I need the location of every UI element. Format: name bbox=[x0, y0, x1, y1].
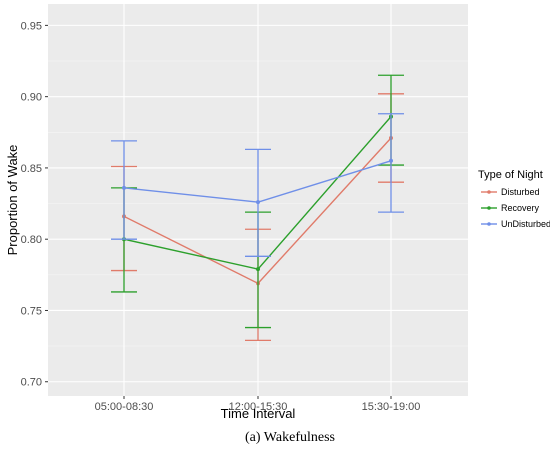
point-undisturbed bbox=[256, 200, 260, 205]
series-undisturbed bbox=[111, 113, 404, 257]
legend: Type of Night Disturbed Recovery UnDisturb… bbox=[478, 169, 550, 229]
legend-title: Type of Night bbox=[478, 169, 543, 181]
figure-caption: (a) Wakefulness bbox=[245, 430, 335, 445]
legend-label-undisturbed: UnDisturbed bbox=[501, 219, 550, 229]
x-axis-ticks: 05:00-08:30 12:00-15:30 15:30-19:00 bbox=[95, 396, 421, 413]
x-tick-label: 12:00-15:30 bbox=[229, 401, 288, 413]
x-axis-title: Time Interval bbox=[221, 406, 296, 421]
point-recovery bbox=[256, 267, 260, 272]
y-tick-label: 0.85 bbox=[21, 163, 42, 175]
x-tick-label: 05:00-08:30 bbox=[95, 401, 154, 413]
legend-key-point-undisturbed bbox=[487, 222, 491, 226]
y-tick-label: 0.80 bbox=[21, 234, 42, 246]
point-undisturbed bbox=[389, 158, 393, 163]
series-layer bbox=[111, 74, 404, 342]
y-tick-label: 0.70 bbox=[21, 377, 42, 389]
x-tick-label: 15:30-19:00 bbox=[362, 401, 421, 413]
legend-label-disturbed: Disturbed bbox=[501, 187, 540, 197]
point-undisturbed bbox=[122, 185, 126, 190]
y-axis-title: Proportion of Wake bbox=[5, 145, 20, 256]
y-tick-label: 0.75 bbox=[21, 305, 42, 317]
legend-key-point-recovery bbox=[487, 206, 491, 210]
legend-key-point-disturbed bbox=[487, 190, 491, 194]
y-tick-label: 0.90 bbox=[21, 92, 42, 104]
y-tick-label: 0.95 bbox=[21, 20, 42, 32]
y-axis-ticks: 0.70 0.75 0.80 0.85 0.90 0.95 bbox=[21, 20, 48, 389]
legend-label-recovery: Recovery bbox=[501, 203, 540, 213]
